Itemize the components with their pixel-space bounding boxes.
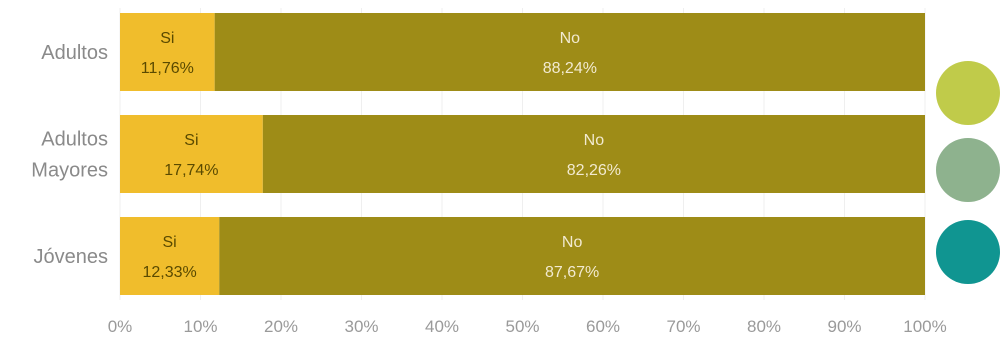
x-tick-label: 0% — [108, 317, 133, 336]
segment-series-label: No — [562, 234, 583, 251]
segment-value-label: 87,67% — [545, 264, 599, 281]
segment-series-label: No — [584, 132, 605, 149]
segment-value-label: 82,26% — [567, 162, 621, 179]
category-labels: Adultos Adultos Mayores Jóvenes — [31, 42, 108, 268]
segment-series-label: Si — [160, 30, 174, 47]
x-tick-label: 10% — [183, 317, 217, 336]
x-tick-label: 40% — [425, 317, 459, 336]
x-tick-label: 70% — [666, 317, 700, 336]
legend — [936, 61, 1000, 284]
x-tick-label: 60% — [586, 317, 620, 336]
x-tick-label: 50% — [505, 317, 539, 336]
category-label: Adultos Mayores — [31, 129, 108, 182]
legend-swatch — [936, 220, 1000, 284]
bar-segment-si — [120, 217, 220, 295]
segment-value-label: 88,24% — [543, 60, 597, 77]
x-tick-label: 20% — [264, 317, 298, 336]
legend-swatch — [936, 61, 1000, 125]
segment-value-label: 12,33% — [142, 264, 196, 281]
segment-series-label: No — [560, 30, 581, 47]
segment-value-label: 17,74% — [164, 162, 218, 179]
x-tick-label: 80% — [747, 317, 781, 336]
segment-value-label: 11,76% — [141, 60, 194, 77]
segment-series-label: Si — [163, 234, 177, 251]
x-tick-label: 90% — [827, 317, 861, 336]
legend-swatch — [936, 138, 1000, 202]
bar-segment-no — [219, 217, 926, 295]
bar-segment-si — [120, 13, 215, 91]
segment-labels: Si 11,76% No 88,24% Si 17,74% No 82,26% Si 12,33%… — [141, 30, 621, 281]
bar-segment-no — [214, 13, 926, 91]
bar-segment-si — [120, 115, 263, 193]
x-tick-label: 30% — [344, 317, 378, 336]
bars — [120, 13, 926, 295]
segment-series-label: Si — [184, 132, 198, 149]
x-axis-ticks: 0% 10% 20% 30% 40% 50% 60% 70% 80% 90% 100% — [108, 317, 947, 336]
x-tick-label: 100% — [903, 317, 946, 336]
category-label: Adultos — [41, 42, 108, 64]
category-label: Jóvenes — [34, 246, 109, 268]
bar-segment-no — [262, 115, 925, 193]
